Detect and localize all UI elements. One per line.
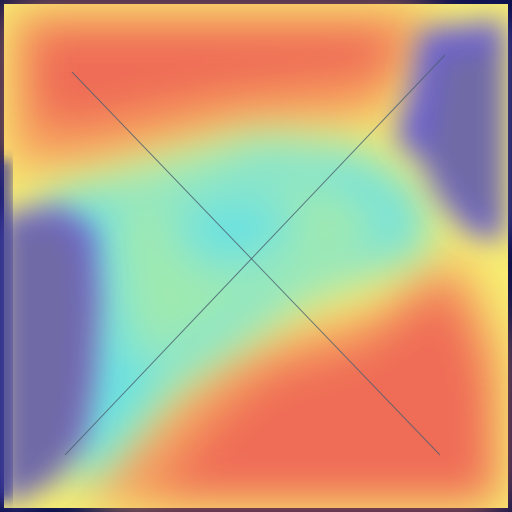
left-edge-strip [0,160,10,500]
left-cold-patch [0,205,100,500]
diagonal-line-descending [71,71,441,456]
right-cold-patch [395,20,505,240]
diagonal-line-ascending [64,54,446,456]
center-cool-band [40,140,430,480]
top-warm-band [10,10,430,170]
bottom-warm-band [90,260,500,505]
